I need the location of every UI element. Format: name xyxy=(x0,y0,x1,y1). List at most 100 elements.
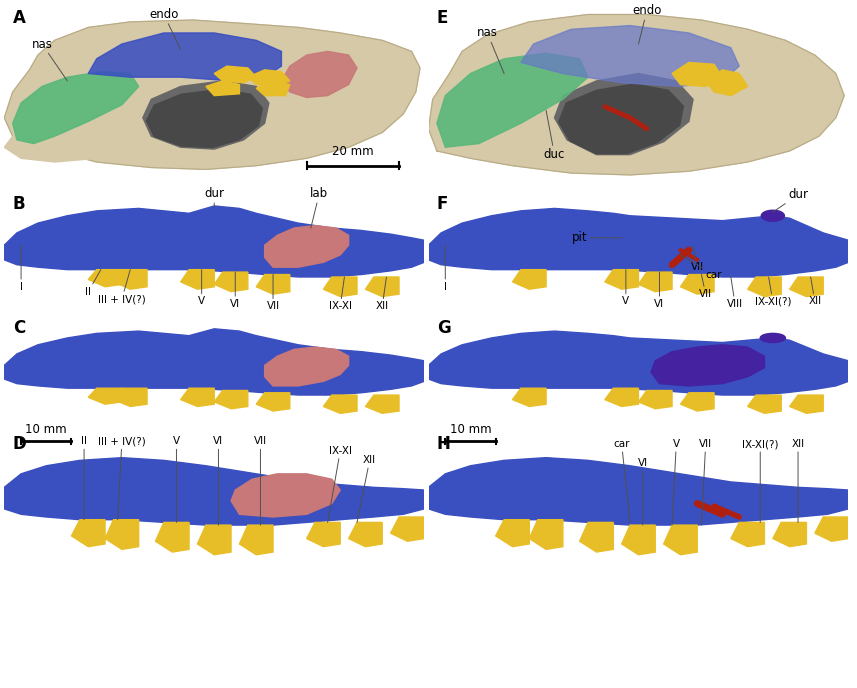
Polygon shape xyxy=(4,20,420,169)
Polygon shape xyxy=(521,25,740,87)
Text: I: I xyxy=(20,245,22,292)
Polygon shape xyxy=(663,525,698,555)
Polygon shape xyxy=(88,33,281,81)
Polygon shape xyxy=(231,474,340,517)
Polygon shape xyxy=(705,69,747,96)
Text: duc: duc xyxy=(544,110,565,161)
Polygon shape xyxy=(789,395,824,413)
Text: XII: XII xyxy=(808,277,821,306)
Text: B: B xyxy=(13,195,26,213)
Text: III + IV(?): III + IV(?) xyxy=(98,270,146,304)
Text: II: II xyxy=(85,270,101,297)
Text: VI: VI xyxy=(231,272,240,309)
Text: 20 mm: 20 mm xyxy=(332,145,374,158)
Polygon shape xyxy=(428,458,848,525)
Text: IX-XI(?): IX-XI(?) xyxy=(755,277,791,306)
Polygon shape xyxy=(680,393,714,411)
Polygon shape xyxy=(789,277,824,297)
Polygon shape xyxy=(323,395,357,413)
Polygon shape xyxy=(4,329,424,395)
Text: I: I xyxy=(444,245,446,292)
Text: II: II xyxy=(81,436,87,519)
Text: 10 mm: 10 mm xyxy=(26,423,67,436)
Polygon shape xyxy=(605,270,638,289)
Polygon shape xyxy=(214,272,248,292)
Polygon shape xyxy=(214,66,256,83)
Polygon shape xyxy=(428,208,848,277)
Polygon shape xyxy=(13,72,139,144)
Polygon shape xyxy=(554,74,693,155)
Polygon shape xyxy=(579,522,614,552)
Polygon shape xyxy=(680,275,714,294)
Polygon shape xyxy=(773,522,806,547)
Text: V: V xyxy=(173,436,180,522)
Text: VI: VI xyxy=(638,458,648,525)
Text: car: car xyxy=(614,439,630,522)
Polygon shape xyxy=(815,517,848,541)
Polygon shape xyxy=(495,519,530,547)
Text: car: car xyxy=(680,255,722,279)
Polygon shape xyxy=(155,522,189,552)
Polygon shape xyxy=(621,525,656,555)
Polygon shape xyxy=(181,270,214,289)
Polygon shape xyxy=(4,206,424,277)
Polygon shape xyxy=(4,458,424,525)
Polygon shape xyxy=(747,277,782,297)
Text: VII: VII xyxy=(699,275,712,299)
Polygon shape xyxy=(365,277,399,297)
Polygon shape xyxy=(113,270,147,289)
Polygon shape xyxy=(530,519,563,549)
Text: V: V xyxy=(198,270,205,306)
Polygon shape xyxy=(88,270,122,287)
Text: III + IV(?): III + IV(?) xyxy=(98,436,146,519)
Text: V: V xyxy=(672,439,680,525)
Polygon shape xyxy=(248,69,290,87)
Polygon shape xyxy=(747,395,782,413)
Text: VII: VII xyxy=(691,246,704,272)
Polygon shape xyxy=(437,53,588,147)
Polygon shape xyxy=(71,519,105,547)
Polygon shape xyxy=(349,522,382,547)
Polygon shape xyxy=(214,391,248,409)
Text: VI: VI xyxy=(655,272,664,309)
Polygon shape xyxy=(391,517,424,541)
Text: IX-XI: IX-XI xyxy=(327,446,351,522)
Text: VII: VII xyxy=(699,439,712,525)
Text: F: F xyxy=(437,195,448,213)
Text: D: D xyxy=(13,435,27,453)
Text: XII: XII xyxy=(357,455,376,522)
Polygon shape xyxy=(265,347,349,386)
Polygon shape xyxy=(512,388,546,407)
Text: XII: XII xyxy=(792,439,805,522)
Text: dur: dur xyxy=(773,189,808,212)
Polygon shape xyxy=(512,270,546,289)
Polygon shape xyxy=(256,393,290,411)
Polygon shape xyxy=(256,275,290,294)
Polygon shape xyxy=(88,388,122,404)
Polygon shape xyxy=(605,388,638,407)
Polygon shape xyxy=(143,81,269,149)
Polygon shape xyxy=(265,226,349,267)
Polygon shape xyxy=(559,84,683,153)
Text: E: E xyxy=(437,9,448,27)
Polygon shape xyxy=(281,52,357,98)
Text: nas: nas xyxy=(32,38,67,81)
Polygon shape xyxy=(731,522,764,547)
Polygon shape xyxy=(651,345,764,386)
Ellipse shape xyxy=(760,334,785,343)
Text: endo: endo xyxy=(632,4,662,44)
Polygon shape xyxy=(197,525,231,555)
Text: G: G xyxy=(437,319,451,336)
Text: VII: VII xyxy=(254,436,267,525)
Polygon shape xyxy=(365,395,399,413)
Text: C: C xyxy=(13,319,25,336)
Polygon shape xyxy=(105,519,139,549)
Polygon shape xyxy=(323,277,357,297)
Text: A: A xyxy=(13,9,26,27)
Polygon shape xyxy=(672,63,722,87)
Polygon shape xyxy=(206,81,239,96)
Polygon shape xyxy=(638,391,672,409)
Text: VI: VI xyxy=(213,436,224,525)
Text: pit: pit xyxy=(572,231,621,244)
Polygon shape xyxy=(256,81,290,96)
